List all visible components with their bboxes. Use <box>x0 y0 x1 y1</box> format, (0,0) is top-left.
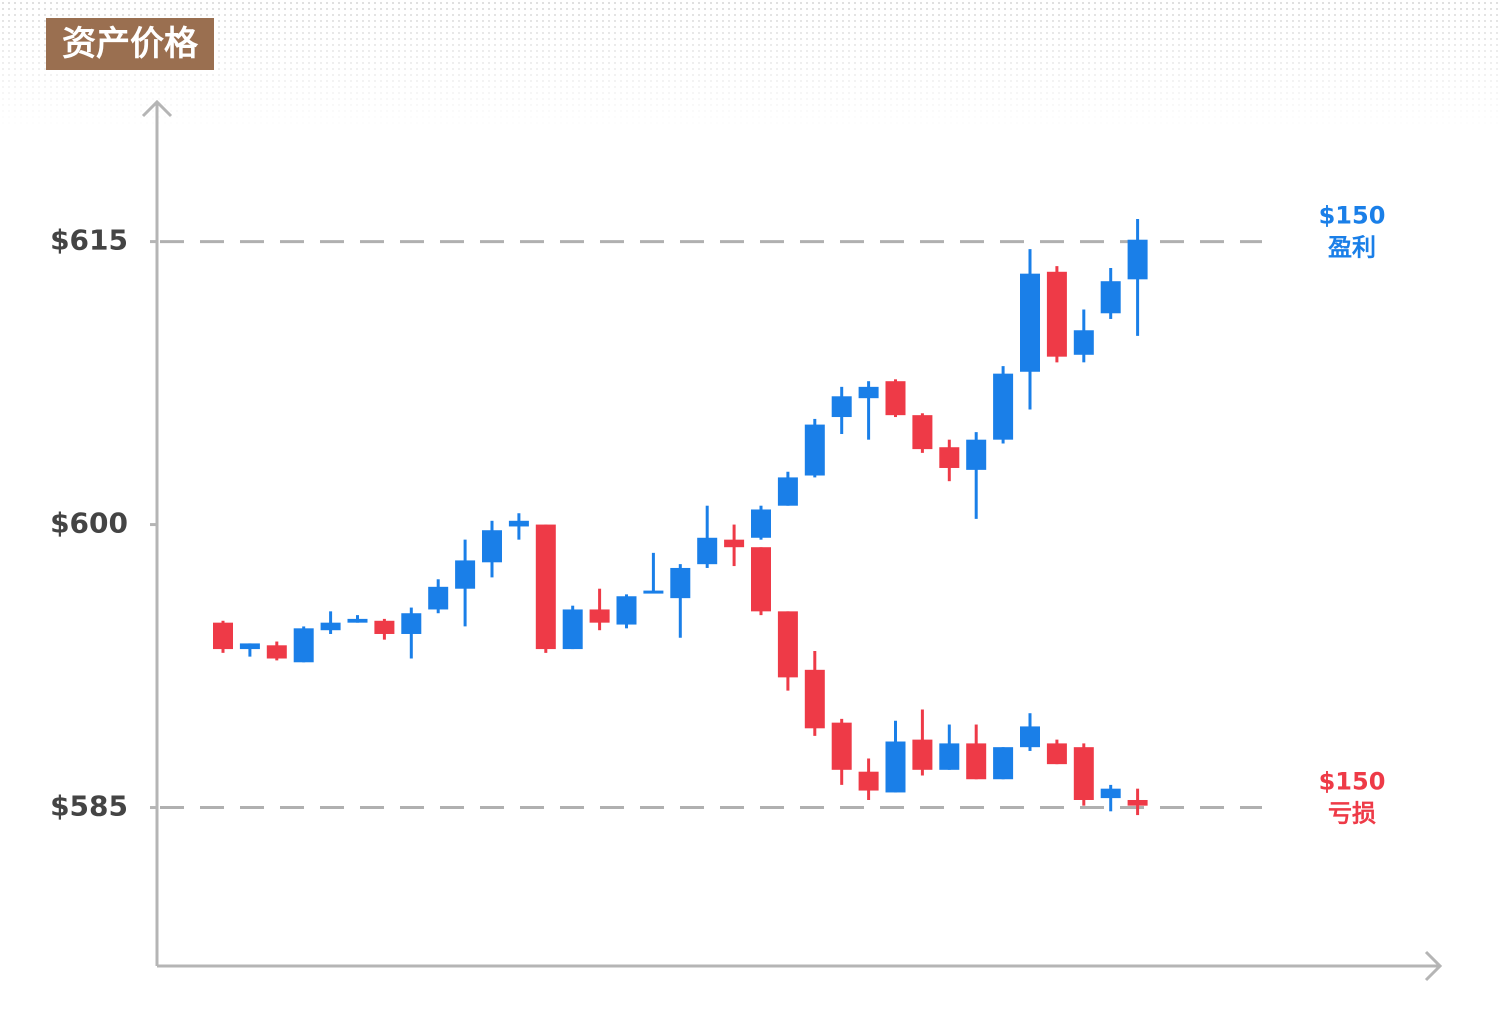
candle-body <box>293 628 314 663</box>
candle-body <box>1100 788 1121 799</box>
candle-body <box>535 524 556 650</box>
chart-title: 资产价格 <box>46 18 214 70</box>
candle-body <box>966 743 987 780</box>
candle-body <box>1046 743 1067 765</box>
annotation-label: $150 <box>1319 202 1386 230</box>
candle-body <box>777 477 798 506</box>
candle-body <box>213 622 233 650</box>
candle-body <box>724 539 745 548</box>
candle-body <box>239 643 260 650</box>
candle-body <box>428 586 449 610</box>
y-tick-label: $600 <box>50 507 128 540</box>
candle-body <box>1073 330 1094 355</box>
y-tick-label: $615 <box>50 224 128 257</box>
candle-body <box>643 590 664 594</box>
candle-body <box>777 611 798 678</box>
candle-body <box>912 415 933 450</box>
candle-body <box>939 743 960 770</box>
candle-body <box>804 424 825 476</box>
candle-body <box>1127 239 1148 280</box>
candle-body <box>831 722 852 770</box>
candle-body <box>858 386 879 399</box>
candle-body <box>966 439 987 470</box>
y-tick-label: $585 <box>50 790 128 823</box>
candle-body <box>670 567 691 599</box>
axes <box>141 99 1443 982</box>
candle-body <box>1046 271 1067 357</box>
candle-body <box>885 741 906 793</box>
candle-body <box>1073 747 1094 800</box>
candle-body <box>616 596 637 625</box>
candle-body <box>508 520 529 527</box>
candle-body <box>1020 273 1040 372</box>
candle-body <box>1127 799 1148 806</box>
candle-body <box>347 618 368 623</box>
candle-body <box>993 747 1014 780</box>
annotation-note: 亏损 <box>1328 800 1376 828</box>
candle-body <box>455 560 476 589</box>
candle-body <box>266 645 287 659</box>
y-axis-arrow <box>141 99 173 118</box>
candle-body <box>1100 281 1121 314</box>
candle-body <box>482 530 502 563</box>
candle-body <box>939 447 960 468</box>
annotation-note: 盈利 <box>1327 234 1376 262</box>
candle-body <box>751 509 771 538</box>
candle-body <box>589 609 610 623</box>
candle-body <box>858 771 879 791</box>
candle-body <box>885 381 906 416</box>
candle-body <box>1020 726 1040 748</box>
candle-body <box>804 669 825 729</box>
candle-body <box>993 373 1014 440</box>
candle-body <box>320 622 341 631</box>
candle-body <box>697 537 718 565</box>
candle-body <box>751 547 771 612</box>
background-pattern <box>0 0 1500 130</box>
x-axis-arrow <box>1424 950 1443 982</box>
annotation-label: $150 <box>1319 768 1386 796</box>
candle-body <box>831 396 852 418</box>
candle-body <box>374 620 395 634</box>
candle-body <box>401 613 422 634</box>
candle-body <box>562 609 583 650</box>
candle-body <box>912 739 933 770</box>
